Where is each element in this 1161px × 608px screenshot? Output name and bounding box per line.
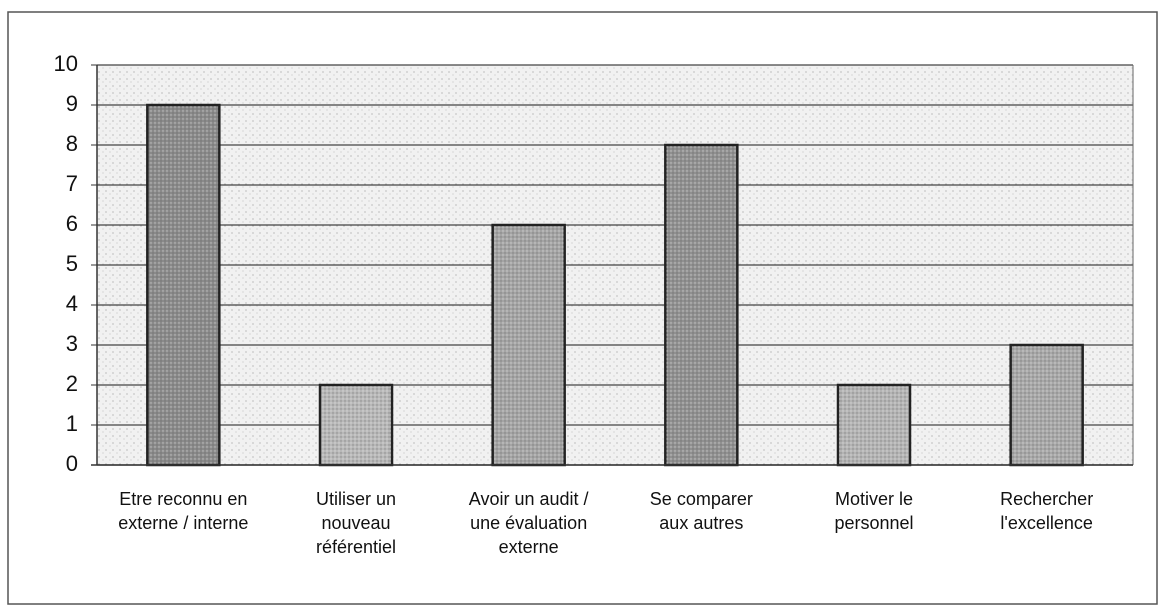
bar-texture <box>321 386 391 464</box>
bar-texture <box>1011 346 1082 464</box>
bar-texture <box>839 386 909 464</box>
y-tick-label: 9 <box>66 91 78 116</box>
y-tick-label: 6 <box>66 211 78 236</box>
y-tick-label: 3 <box>66 331 78 356</box>
x-tick-label: Motiver le personnel <box>834 489 913 533</box>
y-tick-label: 8 <box>66 131 78 156</box>
y-tick-label: 10 <box>54 51 78 76</box>
y-tick-label: 5 <box>66 251 78 276</box>
y-tick-label: 4 <box>66 291 78 316</box>
x-tick-label: Rechercher l'excellence <box>1000 489 1093 533</box>
x-tick-label: Avoir un audit / une évaluation externe <box>469 489 589 557</box>
x-tick-label: Utiliser un nouveau référentiel <box>316 489 396 557</box>
y-tick-label: 7 <box>66 171 78 196</box>
y-tick-label: 0 <box>66 451 78 476</box>
bar-texture <box>148 106 219 464</box>
y-tick-label: 2 <box>66 371 78 396</box>
bar-texture <box>666 146 737 464</box>
y-tick-label: 1 <box>66 411 78 436</box>
x-tick-label: Etre reconnu en externe / interne <box>118 489 248 533</box>
x-tick-label: Se comparer aux autres <box>650 489 753 533</box>
bar-texture <box>493 226 564 464</box>
